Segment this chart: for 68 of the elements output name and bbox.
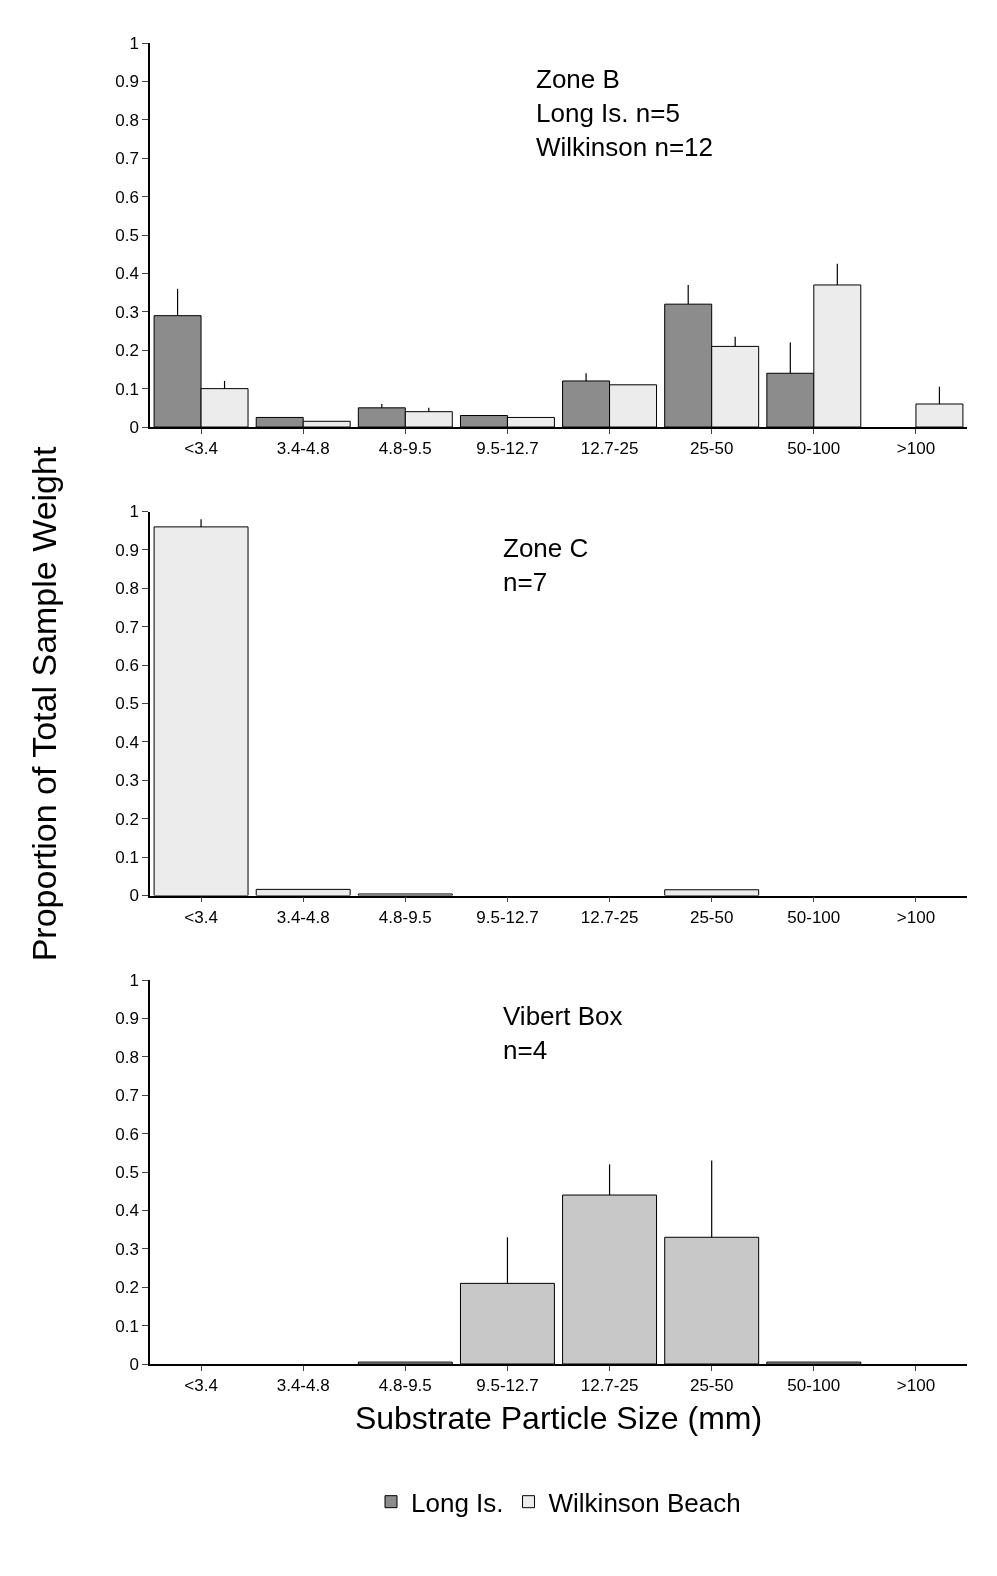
- x-tick-label: 9.5-12.7: [476, 1376, 539, 1396]
- y-tick-label: 0.3: [115, 1239, 139, 1259]
- x-tick-label: 50-100: [787, 439, 841, 459]
- x-tick-label: 12.7-25: [580, 907, 639, 927]
- y-tick-label: 0.6: [115, 187, 139, 207]
- y-tick-label: 0.5: [115, 1162, 139, 1182]
- x-tick-label: <3.4: [184, 439, 218, 459]
- y-tick-label: 0.6: [115, 656, 139, 676]
- annotation: Long Is. n=5: [536, 97, 680, 128]
- x-tick-label: 9.5-12.7: [476, 439, 539, 459]
- x-tick-label: <3.4: [184, 1376, 218, 1396]
- x-tick-label: 50-100: [787, 907, 841, 927]
- annotation: n=4: [503, 1034, 548, 1065]
- y-tick-label: 0.7: [115, 617, 139, 637]
- y-tick-label: 0.4: [115, 264, 139, 284]
- y-tick-label: 0.8: [115, 579, 139, 599]
- y-tick-label: 0: [129, 417, 139, 437]
- y-tick-label: 1: [129, 33, 139, 53]
- x-tick-label: <3.4: [184, 907, 218, 927]
- y-tick-label: 0.5: [115, 694, 139, 714]
- text: Zone C: [503, 533, 589, 563]
- y-tick-label: 0.5: [115, 225, 139, 245]
- x-tick-label: 12.7-25: [580, 439, 639, 459]
- text: Zone B: [536, 64, 620, 94]
- y-tick-label: 0: [129, 886, 139, 906]
- annotation: Wilkinson n=12: [536, 131, 714, 162]
- y-tick-label: 0.8: [115, 1047, 139, 1067]
- x-tick-label: 3.4-4.8: [276, 907, 330, 927]
- text: Vibert Box: [503, 1001, 623, 1031]
- x-tick-label: 25-50: [689, 907, 734, 927]
- y-tick-label: 0.2: [115, 341, 139, 361]
- x-tick-label: 25-50: [689, 439, 734, 459]
- y-tick-label: 0.1: [115, 379, 139, 399]
- x-tick-label: >100: [896, 439, 936, 459]
- y-tick-label: 0.9: [115, 540, 139, 560]
- y-tick-label: 1: [129, 970, 139, 990]
- y-tick-label: 0.3: [115, 302, 139, 322]
- y-tick-label: 0.6: [115, 1124, 139, 1144]
- y-tick-label: 0.1: [115, 848, 139, 868]
- legend-label: Wilkinson Beach: [548, 1487, 741, 1518]
- x-tick-label: >100: [896, 1376, 936, 1396]
- x-tick-label: 4.8-9.5: [378, 439, 432, 459]
- y-tick-label: 0.3: [115, 771, 139, 791]
- y-tick-label: 0.8: [115, 110, 139, 130]
- x-tick-label: 4.8-9.5: [378, 1376, 432, 1396]
- x-tick-label: 3.4-4.8: [276, 439, 330, 459]
- y-tick-label: 0.2: [115, 809, 139, 829]
- legend-label: Long Is.: [411, 1487, 504, 1518]
- y-tick-label: 0.7: [115, 149, 139, 169]
- y-tick-label: 0.4: [115, 732, 139, 752]
- x-axis-title: Substrate Particle Size (mm): [354, 1399, 763, 1436]
- x-tick-label: 50-100: [787, 1376, 841, 1396]
- y-tick-label: 0.1: [115, 1316, 139, 1336]
- annotation: n=7: [503, 566, 548, 597]
- y-axis-title: Proportion of Total Sample Weight: [25, 446, 64, 962]
- y-tick-label: 1: [129, 502, 139, 522]
- x-tick-label: 4.8-9.5: [378, 907, 432, 927]
- y-tick-label: 0.2: [115, 1278, 139, 1298]
- x-tick-label: >100: [896, 907, 936, 927]
- y-tick-label: 0.9: [115, 1009, 139, 1029]
- x-tick-label: 12.7-25: [580, 1376, 639, 1396]
- y-tick-label: 0: [129, 1354, 139, 1374]
- x-tick-label: 25-50: [689, 1376, 734, 1396]
- x-tick-label: 9.5-12.7: [476, 907, 539, 927]
- y-tick-label: 0.9: [115, 72, 139, 92]
- x-tick-label: 3.4-4.8: [276, 1376, 330, 1396]
- y-tick-label: 0.7: [115, 1086, 139, 1106]
- y-tick-label: 0.4: [115, 1201, 139, 1221]
